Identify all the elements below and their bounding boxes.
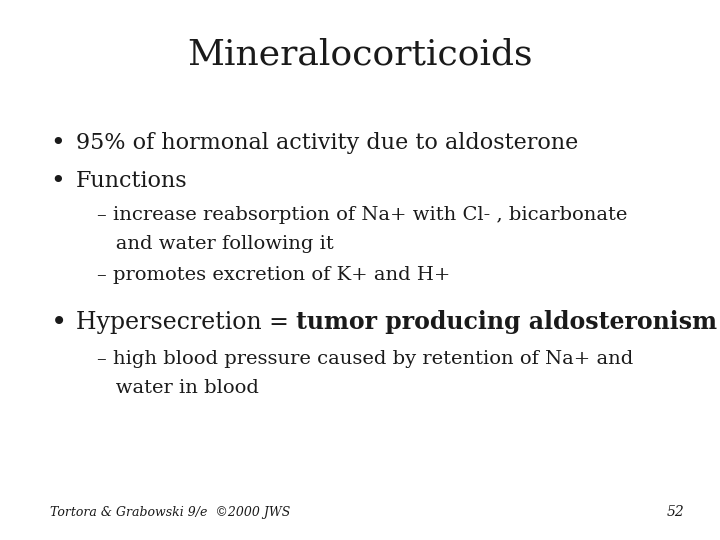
Text: Mineralocorticoids: Mineralocorticoids — [187, 38, 533, 72]
Text: – promotes excretion of K+ and H+: – promotes excretion of K+ and H+ — [97, 266, 451, 284]
Text: 95% of hormonal activity due to aldosterone: 95% of hormonal activity due to aldoster… — [76, 132, 578, 154]
Text: – increase reabsorption of Na+ with Cl- , bicarbonate: – increase reabsorption of Na+ with Cl- … — [97, 206, 628, 224]
Text: •: • — [50, 170, 65, 193]
Text: tumor producing aldosteronism: tumor producing aldosteronism — [296, 310, 717, 334]
Text: •: • — [50, 310, 67, 338]
Text: water in blood: water in blood — [97, 379, 259, 397]
Text: – high blood pressure caused by retention of Na+ and: – high blood pressure caused by retentio… — [97, 350, 634, 368]
Text: and water following it: and water following it — [97, 235, 334, 253]
Text: •: • — [50, 132, 65, 156]
Text: Functions: Functions — [76, 170, 187, 192]
Text: 52: 52 — [666, 505, 684, 519]
Text: Hypersecretion =: Hypersecretion = — [76, 310, 296, 334]
Text: Tortora & Grabowski 9/e  ©2000 JWS: Tortora & Grabowski 9/e ©2000 JWS — [50, 507, 291, 519]
